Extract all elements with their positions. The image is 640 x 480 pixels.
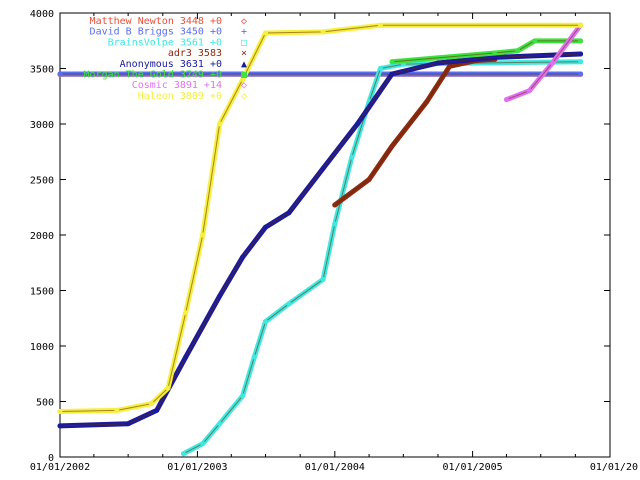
legend-marker: ◇ <box>241 16 247 27</box>
legend-marker: ■ <box>241 70 247 81</box>
series-7 <box>57 22 584 414</box>
data-point <box>578 59 584 65</box>
data-point <box>149 401 154 407</box>
legend-marker: × <box>241 48 247 59</box>
data-point <box>200 441 206 447</box>
y-tick-label: 3000 <box>30 120 54 131</box>
data-point <box>286 301 292 307</box>
legend: Matthew Newton 3448 +0 ◇ David B Briggs 34… <box>84 16 248 102</box>
data-point <box>492 50 498 56</box>
data-point <box>263 30 268 36</box>
legend-label: Morgan The Gold 3749 +0 <box>84 70 222 81</box>
data-point <box>377 66 383 71</box>
legend-label: BrainsVolpe 3561 +0 <box>108 37 222 48</box>
legend-marker: ▲ <box>241 59 247 70</box>
y-tick-label: 0 <box>48 453 54 464</box>
y-tick-label: 1500 <box>30 287 54 298</box>
y-tick-label: 2000 <box>30 231 54 242</box>
data-point <box>578 71 584 77</box>
data-point <box>578 51 584 57</box>
data-point <box>526 88 532 94</box>
data-point <box>366 177 372 182</box>
series-layer <box>57 22 584 457</box>
legend-label: Haleon 3889 +0 <box>138 91 222 102</box>
data-point <box>320 165 326 171</box>
data-point <box>349 154 355 160</box>
data-point <box>435 60 441 66</box>
data-point <box>332 221 338 227</box>
legend-label: David B Briggs 3450 +0 <box>90 27 222 38</box>
data-point <box>549 60 555 66</box>
legend-label: Anonymous 3631 +0 <box>120 59 222 70</box>
data-point <box>57 409 63 414</box>
x-tick-label: 01/01/20 <box>590 462 638 473</box>
data-point <box>240 393 246 399</box>
x-tick-label: 01/01/2003 <box>167 462 227 473</box>
y-tick-label: 2500 <box>30 176 54 187</box>
data-point <box>320 276 326 282</box>
data-point <box>447 63 453 69</box>
y-tick-label: 4000 <box>30 9 54 20</box>
series-center-line <box>183 61 581 455</box>
x-axis: 01/01/2002 01/01/2003 01/01/2004 01/01/2005… <box>30 13 638 473</box>
data-point <box>217 121 223 127</box>
series-center-line <box>59 24 581 412</box>
legend-marker: □ <box>241 37 247 48</box>
series-4 <box>57 51 584 429</box>
series-center-line <box>59 53 581 427</box>
data-point <box>389 59 395 65</box>
data-point <box>125 421 131 427</box>
legend-label: Matthew Newton 3448 +0 <box>90 16 222 27</box>
data-point <box>240 77 246 83</box>
data-point <box>354 121 360 127</box>
series-center-line <box>506 24 582 101</box>
data-point <box>200 232 206 238</box>
data-point <box>578 38 584 44</box>
data-point <box>286 210 292 216</box>
data-point <box>424 99 430 105</box>
data-point <box>183 310 189 316</box>
data-point <box>578 22 584 28</box>
data-point <box>217 293 223 299</box>
data-point <box>154 407 160 413</box>
data-point <box>377 22 383 28</box>
data-point <box>263 224 268 230</box>
data-point <box>332 202 338 208</box>
data-point <box>57 71 63 77</box>
x-tick-label: 01/01/2002 <box>30 462 90 473</box>
legend-label: adr3 3583 <box>168 48 222 59</box>
data-point <box>263 319 268 325</box>
data-point <box>183 354 189 360</box>
x-tick-label: 01/01/2004 <box>305 462 365 473</box>
data-point <box>515 48 521 54</box>
data-point <box>504 97 509 103</box>
y-tick-label: 500 <box>36 398 54 409</box>
legend-marker: + <box>241 27 247 38</box>
data-point <box>389 143 395 149</box>
data-point <box>251 354 257 360</box>
y-tick-label: 1000 <box>30 342 54 353</box>
data-point <box>57 423 63 429</box>
data-point <box>114 407 120 413</box>
y-axis: 0 500 1000 1500 2000 2500 3000 3500 4000 <box>30 9 610 464</box>
x-tick-label: 01/01/2005 <box>442 462 502 473</box>
data-point <box>320 29 326 35</box>
y-tick-label: 3500 <box>30 65 54 76</box>
data-point <box>217 421 223 427</box>
series-5 <box>389 38 584 65</box>
data-point <box>389 71 395 77</box>
data-point <box>181 451 186 457</box>
series-2 <box>181 59 584 457</box>
data-point <box>165 385 171 391</box>
legend-label: Cosmic 3891 +14 <box>132 80 222 91</box>
legend-marker: ◇ <box>241 80 247 91</box>
series-line <box>57 51 584 429</box>
series-1 <box>57 71 584 77</box>
legend-marker: ◇ <box>241 91 247 102</box>
data-point <box>492 54 498 60</box>
data-point <box>240 254 246 260</box>
data-point <box>532 38 538 44</box>
